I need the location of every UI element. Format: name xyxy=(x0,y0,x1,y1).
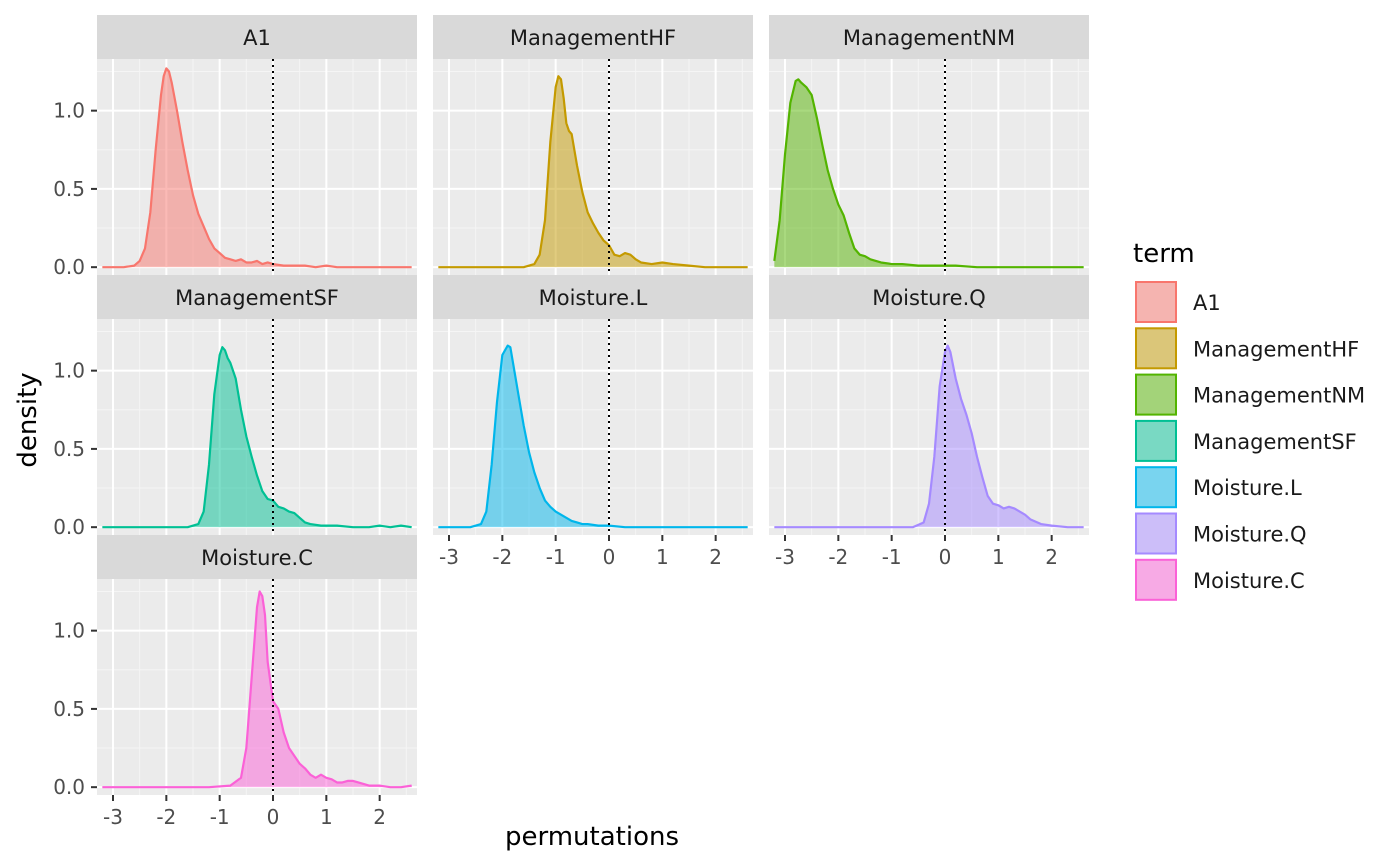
facet-strip xyxy=(433,15,753,59)
x-axis-title: permutations xyxy=(505,822,679,852)
y-tick-label: 0.5 xyxy=(53,697,85,721)
facet-panel: Moisture.Q xyxy=(769,275,1089,535)
facet-strip-label: Moisture.Q xyxy=(872,286,986,310)
facet-strip xyxy=(97,15,417,59)
y-tick-label: 0.0 xyxy=(53,515,85,539)
legend-swatch xyxy=(1135,512,1177,555)
density-line xyxy=(438,344,748,529)
x-tick-label: 0 xyxy=(939,545,952,569)
facet-strip xyxy=(97,275,417,319)
legend-item: A1 xyxy=(1135,281,1221,323)
density-area xyxy=(774,79,1084,268)
legend-item: ManagementNM xyxy=(1135,373,1365,416)
density-area xyxy=(102,68,412,268)
x-tick-label: -1 xyxy=(546,545,566,569)
facet-strip-label: ManagementSF xyxy=(175,286,339,310)
x-tick-label: -3 xyxy=(103,805,123,829)
panel-background xyxy=(433,319,753,535)
facet-strip-label: ManagementHF xyxy=(510,26,676,50)
legend-label: A1 xyxy=(1193,291,1221,315)
facet-strip xyxy=(769,275,1089,319)
density-line xyxy=(102,346,412,529)
x-tick-label: -3 xyxy=(439,545,459,569)
x-tick-label: -2 xyxy=(492,545,512,569)
density-area xyxy=(102,347,412,528)
y-tick-label: 1.0 xyxy=(53,619,85,643)
legend-item: Moisture.Q xyxy=(1135,512,1307,555)
x-tick-label: -2 xyxy=(156,805,176,829)
x-tick-label: -2 xyxy=(828,545,848,569)
legend-item: ManagementSF xyxy=(1135,419,1357,462)
facet-strip-label: Moisture.L xyxy=(539,286,648,310)
legend-swatch xyxy=(1135,281,1177,323)
density-line xyxy=(102,590,412,789)
y-tick-label: 0.5 xyxy=(53,177,85,201)
legend-label: ManagementNM xyxy=(1193,384,1365,408)
x-tick-label: -1 xyxy=(882,545,902,569)
x-tick-label: 0 xyxy=(267,805,280,829)
facet-strip-label: Moisture.C xyxy=(201,546,313,570)
panels: A1 ManagementHF ManagementNM ManagementSF Mo… xyxy=(97,15,1089,795)
facet-strip-label: A1 xyxy=(243,26,271,50)
density-line xyxy=(438,75,748,269)
y-tick-label: 1.0 xyxy=(53,359,85,383)
facet-strip-label: ManagementNM xyxy=(843,26,1015,50)
density-area xyxy=(438,76,748,268)
density-line xyxy=(102,67,412,269)
x-tick-label: 1 xyxy=(992,545,1005,569)
y-tick-label: 0.0 xyxy=(53,775,85,799)
x-tick-label: 2 xyxy=(373,805,386,829)
y-axis-title: density xyxy=(13,372,43,467)
legend-swatch xyxy=(1135,466,1177,509)
y-tick-label: 0.5 xyxy=(53,437,85,461)
facet-panel: A1 xyxy=(97,15,417,275)
density-line xyxy=(773,78,1084,269)
facet-strip xyxy=(433,275,753,319)
x-tick-label: 2 xyxy=(1045,545,1058,569)
x-tick-label: 2 xyxy=(709,545,722,569)
axes: 0.0 0.5 1.0 0.0 0.5 1.0 -3 -2 -1 0 1 2 -3 -2 -1 0 1 2 -3 -2… xyxy=(53,99,1058,829)
facet-panel: ManagementHF xyxy=(433,15,753,275)
facet-panel: Moisture.L xyxy=(433,275,753,535)
density-area xyxy=(438,345,748,528)
facet-strip xyxy=(97,535,417,579)
legend-item: Moisture.L xyxy=(1135,466,1302,509)
x-tick-label: 1 xyxy=(656,545,669,569)
facet-panel: ManagementNM xyxy=(769,15,1089,275)
density-line xyxy=(774,344,1084,529)
legend-label: ManagementHF xyxy=(1193,337,1359,361)
legend-swatch xyxy=(1135,558,1177,601)
legend-swatch xyxy=(1135,327,1177,370)
legend: term A1 ManagementHF ManagementNM Managemen… xyxy=(1133,239,1365,601)
x-tick-label: -1 xyxy=(210,805,230,829)
x-tick-label: 0 xyxy=(603,545,616,569)
y-tick-label: 0.0 xyxy=(53,255,85,279)
legend-label: Moisture.Q xyxy=(1193,523,1307,547)
legend-label: Moisture.L xyxy=(1193,476,1302,500)
legend-label: ManagementSF xyxy=(1193,430,1357,454)
legend-label: Moisture.C xyxy=(1193,569,1305,593)
x-tick-label: 1 xyxy=(320,805,333,829)
facet-panel: ManagementSF xyxy=(97,275,417,535)
legend-item: Moisture.C xyxy=(1135,558,1305,601)
legend-swatch xyxy=(1135,373,1177,416)
legend-item: ManagementHF xyxy=(1135,327,1359,370)
legend-swatch xyxy=(1135,419,1177,462)
legend-title: term xyxy=(1133,239,1195,269)
y-tick-label: 1.0 xyxy=(53,99,85,123)
x-tick-label: -3 xyxy=(775,545,795,569)
facet-panel: Moisture.C xyxy=(97,535,417,795)
density-area xyxy=(102,591,412,788)
facet-strip xyxy=(769,15,1089,59)
